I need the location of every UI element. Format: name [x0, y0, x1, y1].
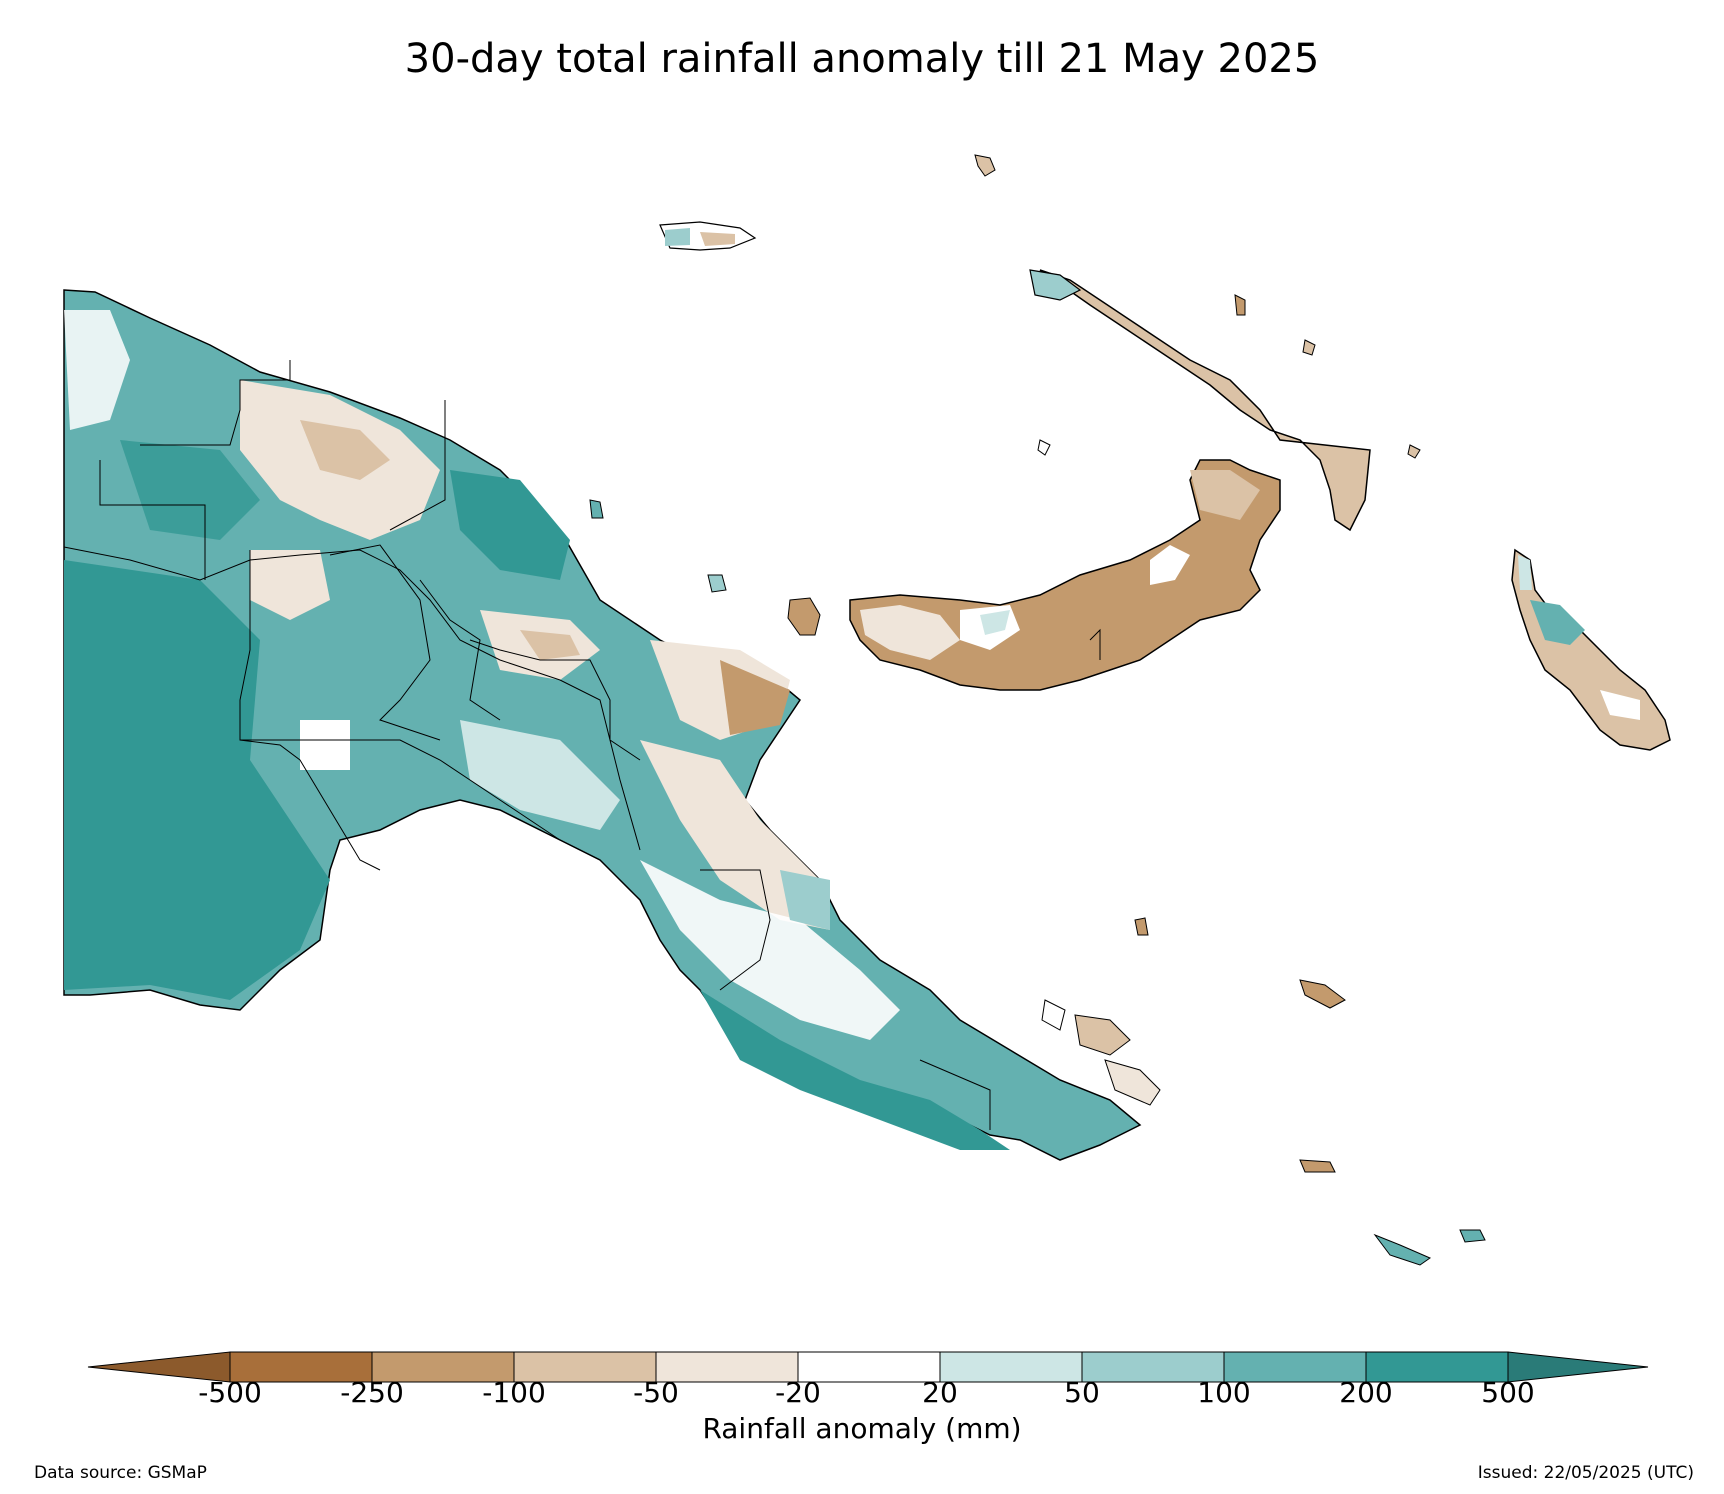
colorbar-tick-label: -500 — [198, 1376, 262, 1409]
bougainville — [1511, 548, 1671, 751]
new-ireland — [1029, 269, 1371, 532]
manus-island — [659, 221, 757, 251]
map-title: 30-day total rainfall anomaly till 21 Ma… — [404, 36, 1320, 82]
colorbar-segment — [939, 1351, 1083, 1383]
colorbar-tick-label: 100 — [1197, 1376, 1251, 1409]
colorbar-tick-label: 200 — [1339, 1376, 1393, 1409]
province-boundaries — [63, 360, 991, 1130]
colorbar-tick-label: 50 — [1064, 1376, 1100, 1409]
data-source-note: Data source: GSMaP — [34, 1463, 207, 1483]
colorbar-segment — [513, 1351, 657, 1383]
issued-date-note: Issued: 22/05/2025 (UTC) — [1477, 1463, 1694, 1483]
colorbar-extend-high — [1507, 1351, 1649, 1383]
colorbar-segment — [1081, 1351, 1225, 1383]
small-islands — [589, 154, 1486, 1266]
colorbar-segment — [229, 1351, 373, 1383]
colorbar-tick-label: -100 — [482, 1376, 546, 1409]
colorbar-label: Rainfall anomaly (mm) — [702, 1412, 1022, 1445]
colorbar-tick-label: 500 — [1481, 1376, 1535, 1409]
colorbar-segment — [797, 1351, 941, 1383]
new-britain — [849, 459, 1281, 691]
colorbar-tick-label: -20 — [775, 1376, 821, 1409]
colorbar-tick-label: 20 — [922, 1376, 958, 1409]
colorbar-segment — [371, 1351, 515, 1383]
colorbar-tick-label: -250 — [340, 1376, 404, 1409]
colorbar-segment — [1223, 1351, 1367, 1383]
dentrecasteaux-islands — [1041, 999, 1161, 1106]
colorbar-tick-label: -50 — [633, 1376, 679, 1409]
rainfall-map — [63, 154, 1671, 1266]
mainland-png — [63, 289, 1142, 1161]
